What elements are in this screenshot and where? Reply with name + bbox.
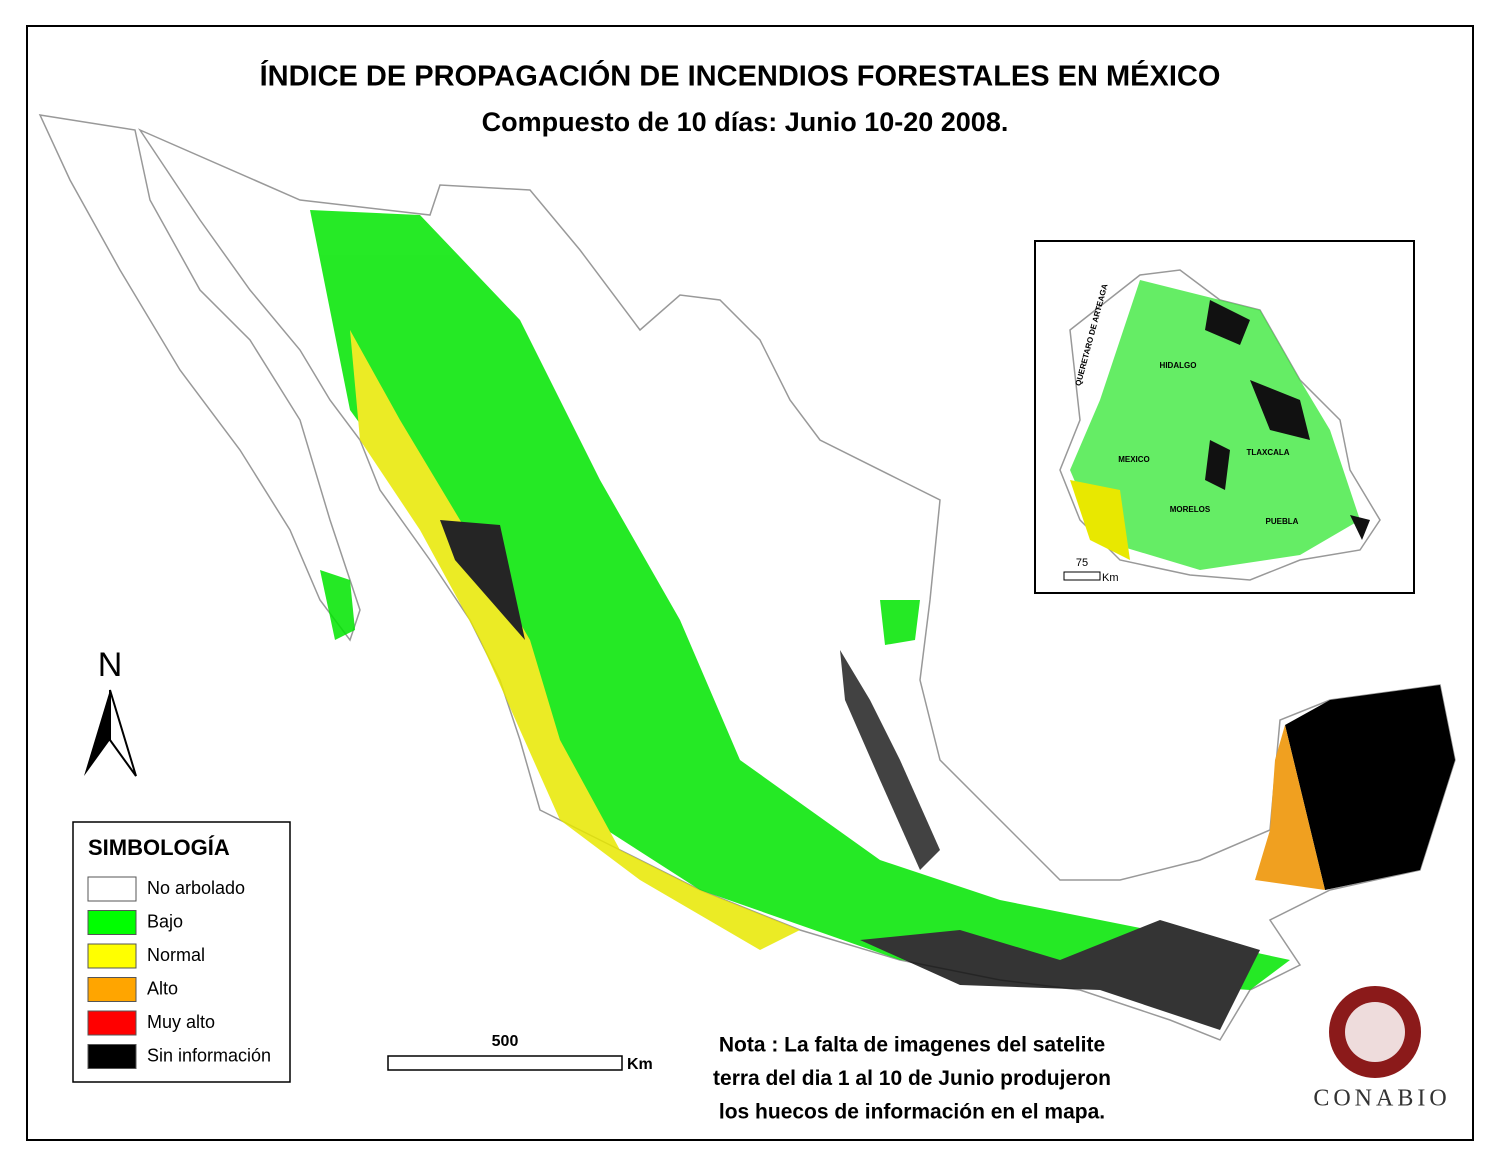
sinaloa-gap	[440, 520, 525, 640]
normal-zone	[350, 330, 800, 950]
inset-state-label: HIDALGO	[1160, 361, 1197, 370]
legend-label: Sin información	[147, 1045, 271, 1065]
yucatan-gap	[1285, 685, 1455, 890]
logo-inner	[1345, 1002, 1405, 1062]
legend-label: Normal	[147, 945, 205, 965]
legend-label: No arbolado	[147, 878, 245, 898]
scale-label: 500	[492, 1033, 519, 1050]
scale-unit: Km	[627, 1056, 653, 1073]
ne-low	[880, 600, 920, 645]
inset-scale-label: 75	[1076, 557, 1088, 569]
legend-label: Bajo	[147, 911, 183, 931]
legend-swatch	[87, 876, 137, 902]
logo-text: CONABIO	[1313, 1086, 1450, 1112]
legend-swatch	[87, 1010, 137, 1036]
inset-state-label: MEXICO	[1118, 455, 1150, 464]
legend-swatch	[87, 977, 137, 1002]
inset: QUERETARO DE ARTEAGA HIDALGOTLAXCALAMEXIC…	[1034, 240, 1415, 594]
inset-state-label: MORELOS	[1170, 505, 1211, 514]
note: Nota : La falta de imagenes del satelite…	[713, 1034, 1111, 1124]
scale-bar-rect	[387, 1055, 623, 1071]
baja-low	[320, 570, 355, 640]
south-gap	[860, 920, 1260, 1030]
legend-swatch	[87, 943, 137, 969]
gulf-gap	[840, 650, 940, 870]
inset-state-label: TLAXCALA	[1246, 448, 1289, 457]
note-line: terra del dia 1 al 10 de Junio produjero…	[713, 1067, 1111, 1090]
arrow-left	[84, 690, 110, 776]
country-map	[38, 114, 1456, 1041]
arrow-right	[109, 689, 137, 777]
inset-state-label: PUEBLA	[1266, 517, 1299, 526]
note-line: los huecos de información en el mapa.	[719, 1101, 1105, 1124]
legend-label: Muy alto	[147, 1012, 215, 1032]
baja-california	[38, 114, 361, 642]
north-label: N	[98, 646, 123, 684]
title: ÍNDICE DE PROPAGACIÓN DE INCENDIOS FORES…	[260, 59, 1221, 93]
subtitle: Compuesto de 10 días: Junio 10-20 2008.	[482, 107, 1009, 137]
inset-normal	[1070, 480, 1130, 560]
legend-label: Alto	[147, 978, 178, 998]
scale-bar: 500 Km	[387, 1033, 653, 1073]
inset-scale-unit: Km	[1102, 572, 1119, 584]
inset-scale-bar	[1063, 571, 1101, 581]
north-arrow: N	[84, 646, 137, 777]
legend: SIMBOLOGÍA No arbolado Bajo Normal Alto Muy …	[72, 821, 291, 1083]
inset-low	[1070, 280, 1360, 570]
legend-swatch	[87, 1044, 137, 1069]
note-line: Nota : La falta de imagenes del satelite	[719, 1034, 1105, 1057]
logo: CONABIO	[1313, 986, 1450, 1112]
campeche-high	[1255, 725, 1325, 890]
low-zone	[310, 210, 1290, 990]
inset-gap	[1205, 300, 1370, 540]
legend-swatch	[87, 910, 137, 935]
legend-title: SIMBOLOGÍA	[88, 835, 230, 860]
